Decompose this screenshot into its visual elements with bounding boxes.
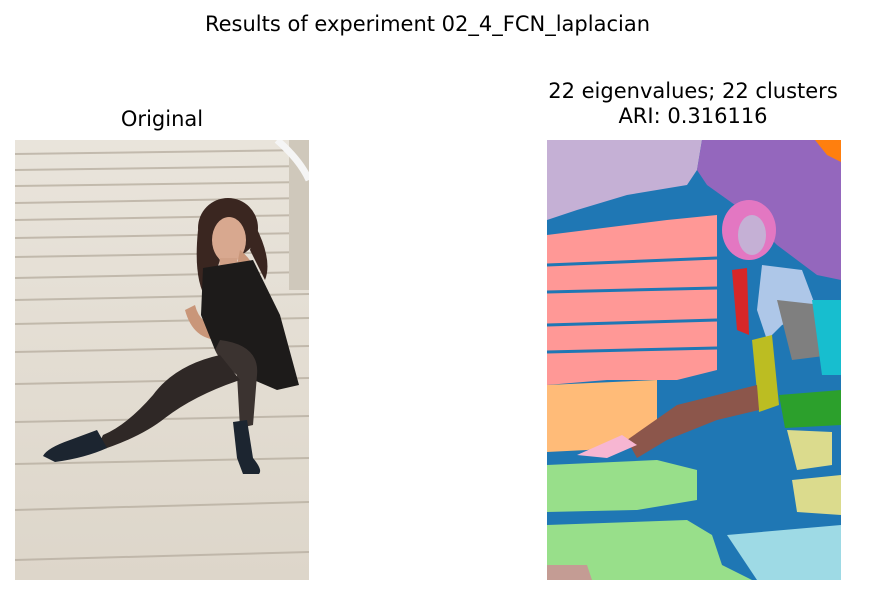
cluster-light-green [547,460,697,512]
cluster-green [779,390,841,428]
clustering-panel-title: 22 eigenvalues; 22 clusters ARI: 0.31611… [500,79,881,129]
cluster-brown [627,385,759,458]
cluster-brown-light [547,565,592,580]
figure-suptitle: Results of experiment 02_4_FCN_laplacian [204,12,651,36]
cluster-olive-light [787,430,832,470]
cluster-salmon [547,215,717,385]
clustering-title-line-2: ARI: 0.316116 [618,104,768,128]
cluster-map [547,140,841,580]
cluster-light-purple [547,140,702,220]
original-panel-title: Original [120,107,204,131]
cluster-cyan-light [727,525,841,580]
original-photo [15,140,309,580]
cluster-pale-pink [577,435,637,458]
original-photo-drawing [15,140,309,580]
cluster-cyan [812,300,841,375]
cluster-orange [815,140,841,162]
clustering-title-line-1: 22 eigenvalues; 22 clusters [548,79,838,103]
cluster-map-drawing [547,140,841,580]
cluster-olive [752,335,779,412]
cluster-light-orange [547,380,657,452]
cluster-red [732,268,749,335]
